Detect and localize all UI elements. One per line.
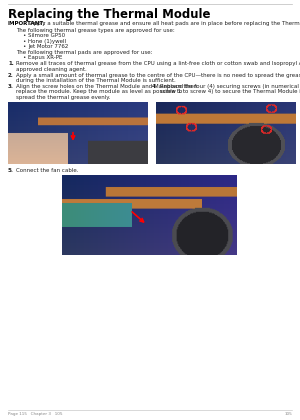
Text: 3.: 3.	[8, 84, 14, 89]
Text: during the installation of the Thermal Module is sufficient.: during the installation of the Thermal M…	[16, 78, 176, 83]
Text: 2.: 2.	[8, 73, 14, 78]
Text: The following thermal pads are approved for use:: The following thermal pads are approved …	[16, 50, 152, 55]
Text: •: •	[22, 55, 26, 60]
Text: replace the module. Keep the module as level as possible to: replace the module. Keep the module as l…	[16, 89, 182, 94]
Text: Replace the four (4) securing screws (in numerical order from: Replace the four (4) securing screws (in…	[160, 84, 300, 89]
Text: •: •	[22, 34, 26, 38]
Text: •: •	[22, 44, 26, 49]
Text: Silmore GP50: Silmore GP50	[28, 34, 65, 38]
Text: IMPORTANT:: IMPORTANT:	[8, 21, 46, 26]
Text: Apply a small amount of thermal grease to the centre of the CPU—there is no need: Apply a small amount of thermal grease t…	[16, 73, 300, 78]
Text: 5.: 5.	[8, 168, 14, 173]
Text: Page 115   Chapter 3   105: Page 115 Chapter 3 105	[8, 412, 62, 416]
Text: 105: 105	[284, 412, 292, 416]
Text: screw 1 to screw 4) to secure the Thermal Module in place.: screw 1 to screw 4) to secure the Therma…	[160, 89, 300, 94]
Text: Replacing the Thermal Module: Replacing the Thermal Module	[8, 8, 211, 21]
Text: approved cleaning agent.: approved cleaning agent.	[16, 67, 87, 71]
Text: Eapus XR-PE: Eapus XR-PE	[28, 55, 62, 60]
Text: Jet Motor 7762: Jet Motor 7762	[28, 44, 68, 49]
Text: 4.: 4.	[152, 84, 158, 89]
Text: spread the thermal grease evenly.: spread the thermal grease evenly.	[16, 94, 110, 100]
Text: Align the screw holes on the Thermal Module and Mainboard then: Align the screw holes on the Thermal Mod…	[16, 84, 197, 89]
Text: •: •	[22, 39, 26, 44]
Text: Connect the fan cable.: Connect the fan cable.	[16, 168, 79, 173]
Text: Hone (1)ywell: Hone (1)ywell	[28, 39, 66, 44]
Text: 1.: 1.	[8, 61, 14, 66]
Text: Remove all traces of thermal grease from the CPU using a lint-free cloth or cott: Remove all traces of thermal grease from…	[16, 61, 300, 66]
Text: Apply a suitable thermal grease and ensure all heat pads are in place before rep: Apply a suitable thermal grease and ensu…	[30, 21, 300, 26]
Text: The following thermal grease types are approved for use:: The following thermal grease types are a…	[16, 28, 175, 33]
